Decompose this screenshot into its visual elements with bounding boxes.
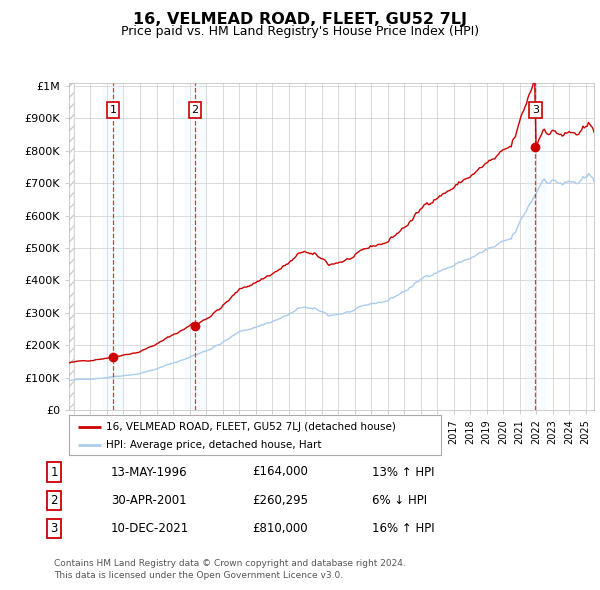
Text: £810,000: £810,000 [252, 522, 308, 535]
Bar [526, 83, 545, 410]
Text: 3: 3 [532, 105, 539, 115]
Text: This data is licensed under the Open Government Licence v3.0.: This data is licensed under the Open Gov… [54, 571, 343, 580]
Text: 10-DEC-2021: 10-DEC-2021 [111, 522, 189, 535]
Text: 13% ↑ HPI: 13% ↑ HPI [372, 466, 434, 478]
Text: 3: 3 [50, 522, 58, 535]
Text: 6% ↓ HPI: 6% ↓ HPI [372, 494, 427, 507]
Text: Contains HM Land Registry data © Crown copyright and database right 2024.: Contains HM Land Registry data © Crown c… [54, 559, 406, 568]
Text: £164,000: £164,000 [252, 466, 308, 478]
Text: 13-MAY-1996: 13-MAY-1996 [111, 466, 188, 478]
Text: Price paid vs. HM Land Registry's House Price Index (HPI): Price paid vs. HM Land Registry's House … [121, 25, 479, 38]
Text: 2: 2 [191, 105, 199, 115]
Text: 16, VELMEAD ROAD, FLEET, GU52 7LJ (detached house): 16, VELMEAD ROAD, FLEET, GU52 7LJ (detac… [106, 422, 396, 432]
Text: 2: 2 [50, 494, 58, 507]
Text: HPI: Average price, detached house, Hart: HPI: Average price, detached house, Hart [106, 441, 322, 450]
Bar [185, 83, 205, 410]
Text: 1: 1 [110, 105, 116, 115]
Text: 30-APR-2001: 30-APR-2001 [111, 494, 187, 507]
Text: 16, VELMEAD ROAD, FLEET, GU52 7LJ: 16, VELMEAD ROAD, FLEET, GU52 7LJ [133, 12, 467, 27]
Text: £260,295: £260,295 [252, 494, 308, 507]
Text: 16% ↑ HPI: 16% ↑ HPI [372, 522, 434, 535]
Text: 1: 1 [50, 466, 58, 478]
Bar [103, 83, 123, 410]
